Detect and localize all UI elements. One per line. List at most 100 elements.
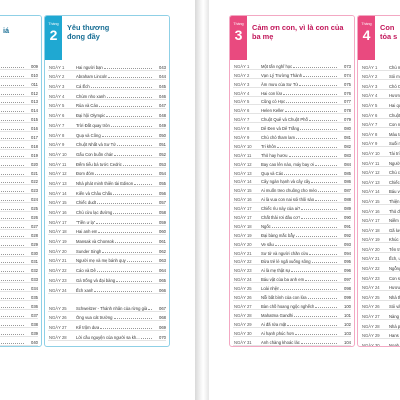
toc-entry: NGÀY 28 Mahatma Gandhi 101 <box>230 309 354 319</box>
month-3-header: Tháng 3 Cảm ơn con, vì là con của ba mẹ <box>230 16 354 60</box>
toc-entry: NGÀY 18 Hai anh em 060 <box>45 225 169 236</box>
month-label: Tháng <box>361 22 372 26</box>
toc-entry: NGÀY 26 Ông vua cát trường 068 <box>45 311 169 322</box>
row-divider <box>361 232 400 234</box>
toc-entry: NGÀY 31 Anh chàng khoác lác 104 <box>230 336 354 346</box>
row-divider <box>0 264 38 266</box>
page-number: 034 <box>31 286 38 292</box>
row-divider <box>48 89 166 91</box>
day-label: NGÀY 21 <box>362 256 380 262</box>
day-label: NGÀY 4 <box>234 90 250 96</box>
toc-entry: NGÀY 5 Hai qu <box>358 98 400 109</box>
story-title: Hương <box>389 93 400 99</box>
story-title: Rùa và Cáo <box>76 103 99 109</box>
row-divider <box>48 310 166 312</box>
page-number: 091 <box>344 223 351 229</box>
dot-leader <box>0 75 24 77</box>
day-label: NGÀY 4 <box>49 93 65 99</box>
row-divider <box>233 237 351 239</box>
story-title: Người mẹ và mẹ bánh quy <box>76 258 126 264</box>
toc-entry: NGÀY 20 Sunder Singh 062 <box>45 244 169 255</box>
dot-leader <box>106 116 152 118</box>
row-divider <box>48 166 166 168</box>
dot-leader <box>274 244 337 246</box>
page-number: 037 <box>31 312 38 318</box>
page-number: 033 <box>31 277 38 283</box>
month-3-tab: Tháng 3 <box>230 16 247 60</box>
page-number: 073 <box>344 63 351 69</box>
dot-leader <box>283 93 337 95</box>
page-number: 077 <box>344 99 351 105</box>
story-title: Chú m <box>389 64 400 70</box>
dot-leader <box>276 146 337 148</box>
toc-entry: NGÀY 21 Sư tử và người chăn cừu 094 <box>230 247 354 257</box>
toc-entry: 037 <box>0 309 41 319</box>
toc-entry: 014 <box>0 104 41 115</box>
month-1-column: iá 009 010 011 012 013 014 015 016 017 018 019 020 0… <box>0 15 42 347</box>
page-number: 097 <box>344 277 351 283</box>
row-divider <box>0 184 38 186</box>
month-3-list: NGÀY 1 Một tấn nghĩ học 073 NGÀY 2 Vạn Lý Tr… <box>230 60 354 346</box>
toc-entry: NGÀY 9 Suối n <box>358 137 400 148</box>
day-label: NGÀY 31 <box>234 339 252 345</box>
row-divider <box>233 291 351 293</box>
dot-leader <box>0 129 24 131</box>
day-label: NGÀY 8 <box>49 132 65 138</box>
day-label: NGÀY 13 <box>362 179 380 185</box>
page-number: 055 <box>159 180 166 186</box>
story-title: Anh chàng khoác lác <box>261 339 300 345</box>
toc-entry: NGÀY 8 Quạ và Công 050 <box>45 128 169 139</box>
toc-entry: NGÀY 6 Đại hội Olympic 048 <box>45 108 169 120</box>
dot-leader <box>315 200 337 202</box>
row-divider <box>48 69 166 71</box>
toc-entry: NGÀY 15 Chiếc dudt 057 <box>45 196 169 207</box>
page-number: 051 <box>159 142 166 148</box>
story-title: Thỏ hay hươu <box>261 152 288 158</box>
story-title: Hai anh em <box>76 229 98 235</box>
story-title: Ai muốn treo chuông cho mèo <box>261 188 317 194</box>
row-divider <box>233 308 351 310</box>
row-divider <box>48 215 166 216</box>
toc-entry: NGÀY 22 Ngỗng <box>358 261 400 273</box>
dot-leader <box>94 290 152 292</box>
toc-entry: NGÀY 29 Hans v <box>358 329 400 340</box>
toc-entry: NGÀY 6 Helen Keller 078 <box>230 104 354 115</box>
story-title: Một tấn nghĩ học <box>261 63 293 69</box>
day-label: NGÀY 18 <box>234 223 252 229</box>
toc-entry: 020 <box>0 158 41 168</box>
toc-entry: NGÀY 16 Chú cừu lạc đường 058 <box>45 205 169 216</box>
row-divider <box>233 255 351 257</box>
dot-leader <box>0 164 24 166</box>
toc-entry: 039 <box>0 327 41 337</box>
toc-entry: NGÀY 3 Chó Ch <box>358 79 400 90</box>
toc-entry: NGÀY 13 Nhà phát minh thiên tài Edison 055 <box>45 176 169 187</box>
day-label: NGÀY 24 <box>49 287 67 293</box>
story-title: Báu vật của ba anh em <box>261 277 305 283</box>
page-number: 031 <box>31 259 38 265</box>
dot-leader <box>140 337 152 339</box>
day-label: NGÀY 22 <box>49 268 67 274</box>
dot-leader <box>0 342 24 344</box>
day-label: NGÀY 19 <box>49 239 67 245</box>
row-divider <box>233 166 351 168</box>
month-4-header: Tháng 4 Con tỏa s <box>358 16 400 60</box>
story-title: Chuột Quê và Chuột Phố <box>261 117 308 123</box>
row-divider <box>0 122 38 124</box>
row-divider <box>0 140 38 142</box>
page-number: 063 <box>159 258 166 264</box>
story-title: Con sô <box>389 275 400 281</box>
row-divider <box>0 282 38 284</box>
page-number: 057 <box>159 200 166 206</box>
toc-entry: 034 <box>0 282 41 293</box>
page-number: 103 <box>344 330 351 336</box>
row-divider <box>361 299 400 301</box>
toc-entry: NGÀY 20 Tên tr <box>358 242 400 253</box>
row-divider <box>361 107 400 109</box>
day-label: NGÀY 9 <box>362 141 378 147</box>
day-label: NGÀY 28 <box>362 323 380 329</box>
toc-entry: NGÀY 17 Chất thải rơi đâu cơ? 090 <box>230 211 354 222</box>
row-divider <box>233 228 351 230</box>
toc-entry: 038 <box>0 318 41 328</box>
toc-entry: NGÀY 14 Báu ve <box>358 185 400 196</box>
day-label: NGÀY 30 <box>362 342 380 347</box>
